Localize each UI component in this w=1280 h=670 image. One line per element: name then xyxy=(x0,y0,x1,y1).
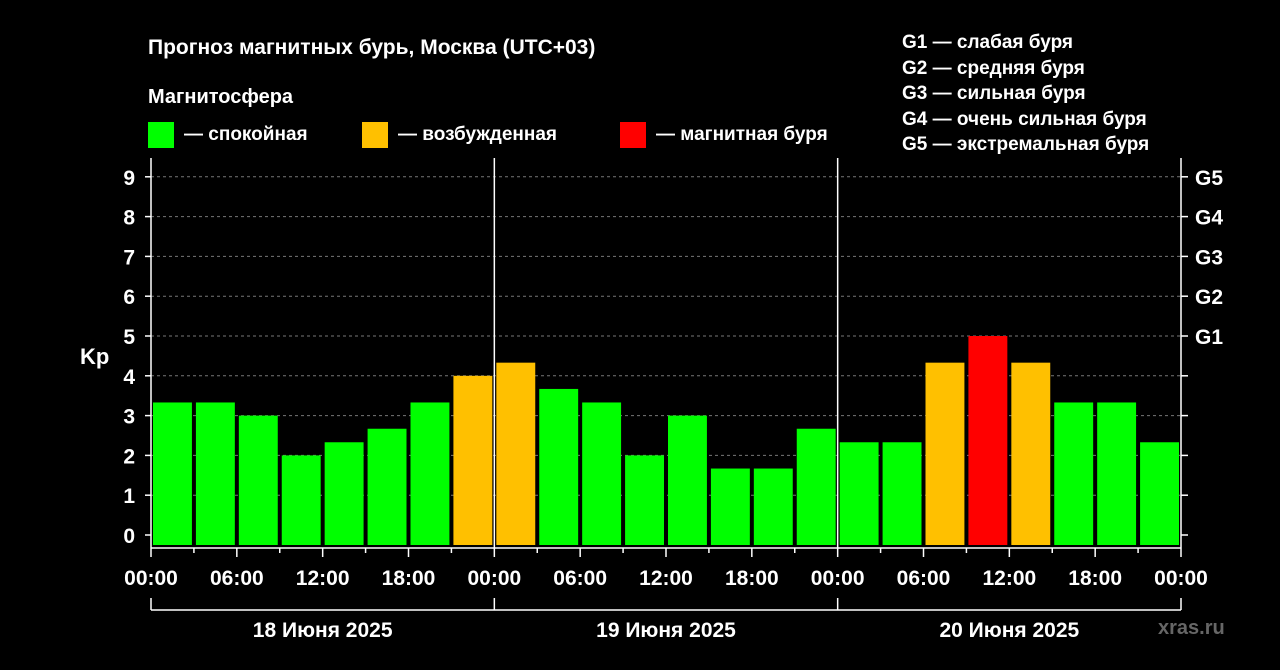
g-level-label: G3 xyxy=(1195,246,1223,269)
y-tick-label: 2 xyxy=(123,445,135,468)
bar xyxy=(324,442,364,545)
x-tick-label: 06:00 xyxy=(553,567,607,590)
y-tick-label: 0 xyxy=(123,525,135,548)
legend-swatch-storm xyxy=(620,122,646,148)
x-tick-label: 00:00 xyxy=(1154,567,1208,590)
y-tick-label: 5 xyxy=(123,326,135,349)
x-tick-label: 06:00 xyxy=(210,567,264,590)
bar xyxy=(453,375,493,545)
x-tick-label: 12:00 xyxy=(639,567,693,590)
watermark: xras.ru xyxy=(1158,617,1225,639)
y-tick-label: 1 xyxy=(123,485,135,508)
y-tick-label: 4 xyxy=(123,366,135,389)
g-legend-g1: G1 — слабая буря xyxy=(902,32,1074,53)
bar xyxy=(668,415,707,545)
x-tick-label: 00:00 xyxy=(467,567,521,590)
bar xyxy=(153,402,192,545)
x-tick-label: 18:00 xyxy=(382,567,436,590)
bar xyxy=(195,402,235,545)
x-tick-label: 00:00 xyxy=(124,567,178,590)
y-tick-label: 3 xyxy=(123,406,135,429)
g-legend-g2: G2 — средняя буря xyxy=(902,57,1085,79)
bar xyxy=(968,336,1008,545)
bar xyxy=(496,362,536,545)
bar xyxy=(1140,442,1179,545)
legend-subtitle: Магнитосфера xyxy=(148,86,294,108)
g-legend-g3: G3 — сильная буря xyxy=(902,83,1086,104)
bar xyxy=(625,455,664,545)
bar xyxy=(882,442,922,545)
y-tick-label: 9 xyxy=(123,167,135,190)
g-legend-g4: G4 — очень сильная буря xyxy=(902,108,1147,130)
x-tick-label: 12:00 xyxy=(296,567,350,590)
bar xyxy=(710,468,750,545)
legend-item-excited: — возбужденная xyxy=(362,122,557,148)
g-level-label: G5 xyxy=(1195,167,1223,190)
legend-label-excited: — возбужденная xyxy=(398,124,558,145)
legend-item-storm: — магнитная буря xyxy=(620,122,828,148)
bar xyxy=(1011,362,1051,545)
day-label: 18 Июня 2025 xyxy=(253,619,393,642)
bar xyxy=(410,402,450,545)
day-label: 19 Июня 2025 xyxy=(596,619,736,642)
x-tick-label: 18:00 xyxy=(725,567,779,590)
g-level-label: G1 xyxy=(1195,326,1223,349)
bar xyxy=(1097,402,1137,545)
x-tick-label: 00:00 xyxy=(811,567,865,590)
g-level-label: G2 xyxy=(1195,286,1223,309)
bar xyxy=(539,388,579,545)
x-tick-label: 06:00 xyxy=(897,567,951,590)
g-legend-g5: G5 — экстремальная буря xyxy=(902,134,1150,155)
x-tick-label: 18:00 xyxy=(1068,567,1122,590)
bar xyxy=(238,415,278,545)
bar xyxy=(839,442,879,545)
g-level-label: G4 xyxy=(1195,207,1223,230)
day-label: 20 Июня 2025 xyxy=(939,619,1079,642)
bar xyxy=(753,468,793,545)
bar xyxy=(925,362,965,545)
legend-label-storm: — магнитная буря xyxy=(656,124,828,145)
x-tick-label: 12:00 xyxy=(982,567,1036,590)
legend-label-calm: — спокойная xyxy=(184,124,308,145)
chart-title: Прогноз магнитных бурь, Москва (UTC+03) xyxy=(148,36,596,59)
y-tick-label: 7 xyxy=(123,246,135,269)
bar xyxy=(1054,402,1094,545)
bar xyxy=(281,455,321,545)
y-tick-label: 8 xyxy=(123,207,135,230)
legend-swatch-excited xyxy=(362,122,388,148)
y-axis-label: Kp xyxy=(80,344,109,369)
legend-swatch-calm xyxy=(148,122,174,148)
y-tick-label: 6 xyxy=(123,286,135,309)
bar xyxy=(367,428,407,545)
bar xyxy=(796,428,836,545)
bar xyxy=(582,402,622,545)
g-scale-legend: G1 — слабая буря G2 — средняя буря G3 — … xyxy=(902,30,1149,158)
legend-item-calm: — спокойная xyxy=(148,122,308,148)
